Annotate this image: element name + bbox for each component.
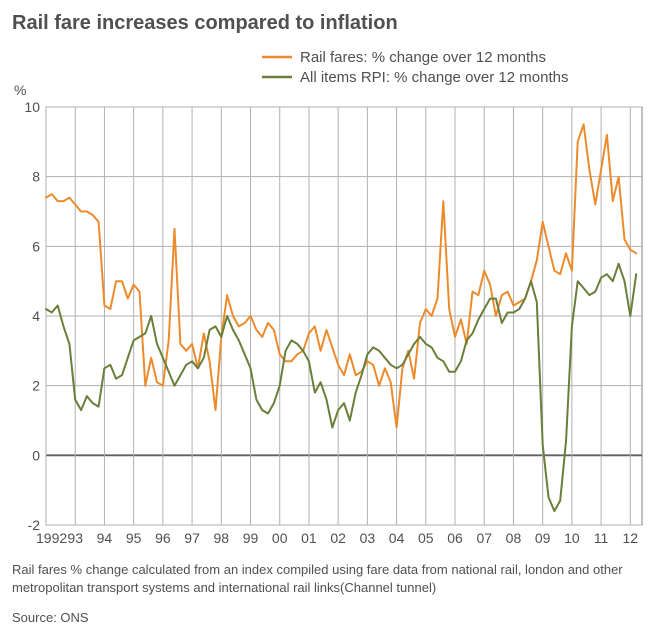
svg-text:09: 09 [535, 530, 551, 546]
svg-text:97: 97 [184, 530, 200, 546]
chart-container: % Rail fares: % change over 12 months All … [12, 41, 648, 551]
footnote-text: Rail fares % change calculated from an i… [12, 561, 648, 596]
svg-text:%: % [14, 82, 26, 98]
line-chart: % Rail fares: % change over 12 months All … [12, 41, 648, 551]
svg-text:08: 08 [506, 530, 522, 546]
svg-text:02: 02 [330, 530, 346, 546]
svg-text:1992: 1992 [36, 530, 67, 546]
svg-text:4: 4 [32, 308, 40, 324]
svg-text:11: 11 [594, 530, 609, 546]
svg-text:93: 93 [67, 530, 83, 546]
svg-text:05: 05 [418, 530, 434, 546]
svg-text:01: 01 [301, 530, 317, 546]
svg-text:6: 6 [32, 238, 40, 254]
svg-text:98: 98 [214, 530, 230, 546]
svg-text:04: 04 [389, 530, 405, 546]
svg-text:96: 96 [155, 530, 171, 546]
svg-text:All items RPI: % change over 1: All items RPI: % change over 12 months [300, 69, 568, 86]
svg-text:2: 2 [32, 378, 40, 394]
svg-text:95: 95 [126, 530, 142, 546]
chart-title: Rail fare increases compared to inflatio… [12, 12, 648, 35]
svg-text:10: 10 [564, 530, 580, 546]
svg-text:06: 06 [447, 530, 463, 546]
svg-text:94: 94 [97, 530, 113, 546]
svg-text:00: 00 [272, 530, 288, 546]
svg-text:07: 07 [476, 530, 492, 546]
svg-text:03: 03 [360, 530, 376, 546]
source-text: Source: ONS [12, 610, 648, 625]
svg-text:0: 0 [32, 447, 40, 463]
svg-text:8: 8 [32, 169, 40, 185]
svg-text:12: 12 [623, 530, 639, 546]
svg-text:Rail fares: % change over 12 m: Rail fares: % change over 12 months [300, 49, 546, 66]
svg-text:99: 99 [243, 530, 259, 546]
svg-text:10: 10 [24, 99, 40, 115]
